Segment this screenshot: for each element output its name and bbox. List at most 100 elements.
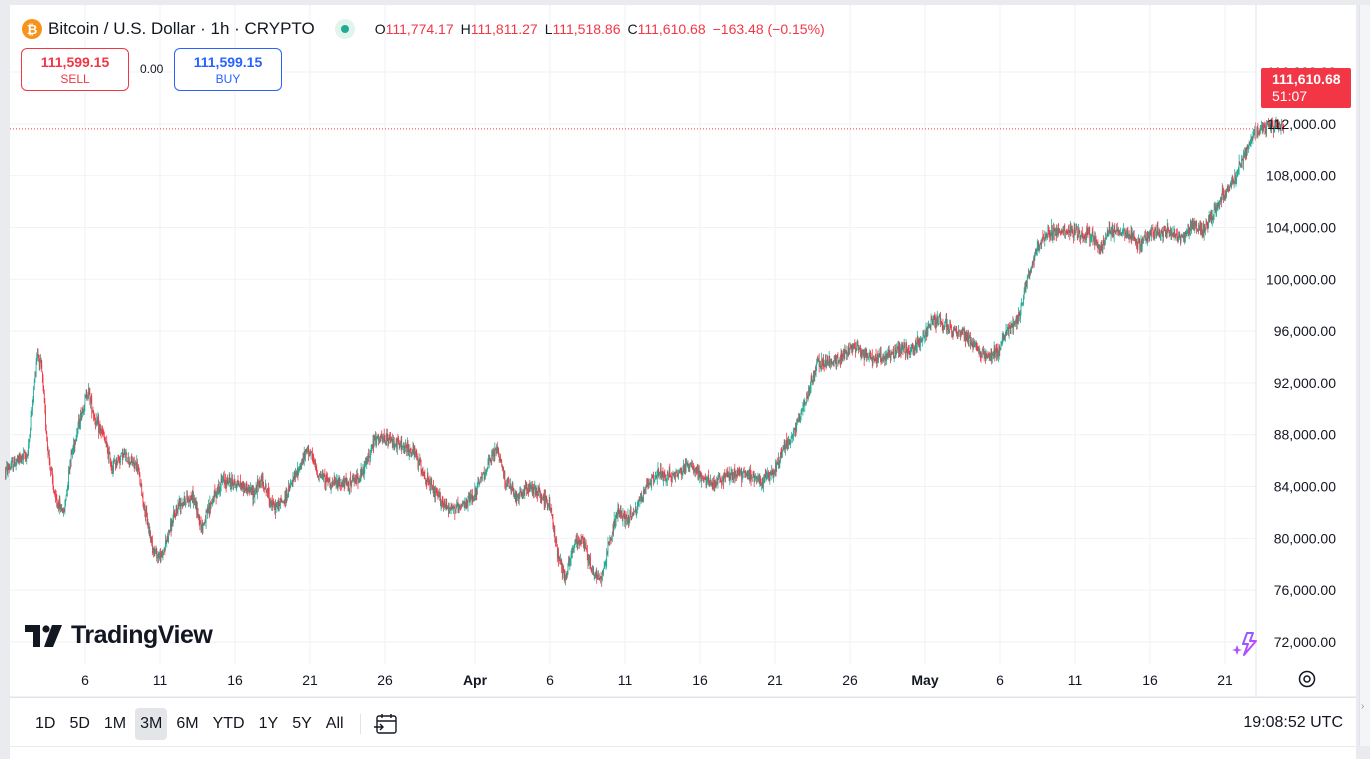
candle-body: [320, 475, 321, 478]
sell-button[interactable]: 111,599.15 SELL: [21, 48, 129, 91]
candle-body: [235, 484, 237, 487]
candle-body: [966, 334, 968, 336]
candle-body: [708, 476, 709, 482]
candle-body: [246, 485, 248, 493]
candle-body: [883, 357, 884, 359]
candle-body: [1022, 302, 1024, 304]
candle-body: [603, 568, 604, 574]
buy-button[interactable]: 111,599.15 BUY: [174, 48, 282, 91]
candle-body: [791, 435, 793, 438]
candle-body: [245, 485, 247, 492]
candle-body: [1219, 202, 1221, 205]
candle-body: [363, 469, 364, 476]
candle-body: [1034, 253, 1036, 261]
candle-body: [753, 473, 754, 477]
change-value: −163.48 (−0.15%): [712, 21, 825, 37]
range-button-all[interactable]: All: [325, 715, 344, 732]
candle-body: [575, 538, 577, 542]
utc-clock[interactable]: 19:08:52 UTC: [1243, 714, 1343, 731]
candle-body: [1151, 227, 1152, 237]
candle-body: [275, 504, 277, 513]
range-button-3m[interactable]: 3M: [135, 708, 168, 740]
candle-body: [735, 471, 737, 476]
candle-body: [1268, 125, 1270, 127]
candle-body: [1160, 235, 1161, 236]
candle-body: [924, 336, 926, 338]
candle-body: [12, 461, 13, 463]
candle-body: [887, 350, 889, 359]
candle-body: [192, 491, 193, 501]
candle-body: [1165, 229, 1166, 236]
candle-body: [416, 455, 418, 457]
candle-body: [860, 350, 862, 356]
candle-body: [823, 366, 825, 368]
candle-body: [639, 501, 641, 502]
candle-body: [377, 436, 379, 438]
candle-body: [41, 363, 43, 372]
candle-body: [565, 574, 567, 577]
candle-body: [1255, 127, 1256, 137]
price-tick-label: 100,000.00: [1266, 271, 1336, 287]
chevron-right-icon[interactable]: ›: [1361, 701, 1365, 712]
candle-body: [1016, 320, 1018, 324]
time-tick-label: 6: [546, 672, 554, 688]
candle-body: [1001, 337, 1003, 342]
range-button-1d[interactable]: 1D: [35, 715, 56, 732]
candle-body: [1005, 333, 1006, 338]
candle-body: [1195, 222, 1196, 225]
candle-body: [748, 470, 749, 474]
candle-body: [1002, 335, 1004, 338]
candle-body: [321, 475, 323, 477]
candle-body: [202, 524, 204, 531]
last-price-value: 111,610.68: [1272, 71, 1341, 87]
candle-body: [75, 439, 76, 441]
candle-body: [347, 482, 349, 486]
candle-body: [573, 545, 575, 548]
candle-body: [1278, 124, 1279, 127]
sparkle-assistant-icon[interactable]: [1232, 630, 1260, 658]
candle-body: [721, 482, 723, 485]
range-button-5d[interactable]: 5D: [69, 715, 90, 732]
candle-body: [77, 429, 78, 436]
market-status-icon[interactable]: [334, 19, 355, 39]
candle-body: [123, 453, 124, 455]
candle-body: [848, 353, 850, 355]
candle-body: [511, 489, 513, 493]
candle-body: [726, 473, 728, 475]
range-button-5y[interactable]: 5Y: [292, 715, 312, 732]
candle-body: [519, 490, 521, 497]
candle-body: [400, 446, 401, 447]
range-button-1m[interactable]: 1M: [103, 715, 127, 732]
candle-body: [457, 503, 459, 507]
candle-body: [464, 504, 466, 509]
candle-body: [693, 468, 695, 471]
candle-body: [1249, 142, 1251, 145]
goto-date-button[interactable]: [371, 708, 401, 740]
candle-body: [611, 531, 613, 537]
candle-body: [1111, 228, 1112, 234]
candle-body: [673, 473, 674, 475]
range-button-ytd[interactable]: YTD: [212, 715, 245, 732]
right-scrollbar[interactable]: ›: [1359, 5, 1370, 746]
candle-body: [407, 443, 409, 449]
candle-body: [521, 493, 523, 495]
candle-body: [73, 444, 75, 448]
range-button-1y[interactable]: 1Y: [258, 715, 279, 732]
candle-body: [601, 571, 603, 581]
candle-body: [306, 451, 308, 452]
candle-body: [846, 353, 848, 355]
candle-body: [90, 398, 91, 403]
candle-body: [1157, 227, 1159, 233]
candle-body: [55, 496, 57, 499]
candle-body: [487, 461, 489, 469]
candle-body: [666, 479, 668, 481]
candle-body: [1116, 227, 1117, 231]
settings-gear-icon[interactable]: [1296, 668, 1318, 690]
tradingview-logo[interactable]: TradingView: [25, 621, 213, 650]
symbol-title[interactable]: Bitcoin / U.S. Dollar · 1h · CRYPTO: [48, 19, 315, 38]
candle-body: [1153, 233, 1154, 235]
range-button-6m[interactable]: 6M: [176, 715, 199, 732]
candle-body: [437, 493, 439, 498]
candle-body: [793, 430, 794, 434]
